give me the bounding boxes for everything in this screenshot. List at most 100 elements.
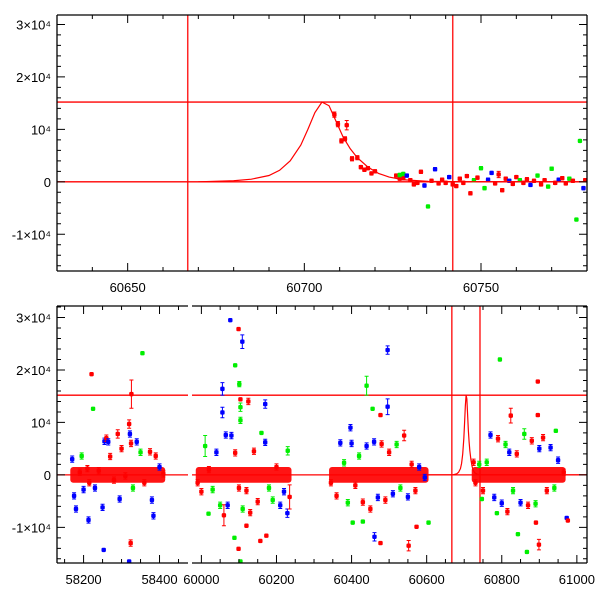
data-point-r [161,471,166,477]
axis-segment: 60000 60200 60400 60600 60800 61000 [183,305,595,587]
data-point-g [341,460,347,466]
x-tick-label: 58400 [141,572,177,587]
data-point-g [130,485,136,491]
x-tick-label: 60400 [333,572,369,587]
y-tick-label: 3×10⁴ [16,311,51,326]
data-point-g [232,535,237,541]
data-point-r [236,485,242,491]
data-point-b [447,174,452,180]
data-point-b [225,503,230,508]
axis-frame [56,14,588,272]
data-point-b [375,495,381,500]
data-point-r [251,449,257,454]
data-point-b [86,517,91,523]
data-point-g [497,357,503,362]
y-tick-label: 0 [44,468,51,483]
x-tick-label: 60700 [286,280,322,295]
data-point-r [401,433,407,438]
data-point-g [350,520,355,525]
axis-frame [56,305,188,564]
data-point-g [510,488,516,493]
data-point-b [92,485,98,491]
data-point-r [540,435,546,440]
data-point-b [157,464,162,470]
data-point-g [401,171,406,177]
data-point-g [140,351,145,356]
data-point-g [425,204,431,209]
data-point-r [349,156,355,161]
data-point-b [385,404,390,409]
x-tick-label: 60000 [183,572,219,587]
data-point-r [535,379,541,384]
x-tick-label: 60200 [258,572,294,587]
data-point-r [415,180,420,186]
data-point-b [263,440,268,445]
data-point-g [266,485,272,491]
data-point-g [535,173,540,178]
data-point-r [510,181,515,187]
data-point-b [220,410,225,415]
data-point-r [496,172,501,177]
data-point-b [405,494,411,500]
data-point-b [528,182,533,188]
data-point-r [339,138,344,144]
y-tick-label: 2×10⁴ [16,70,51,85]
data-point-r [544,488,550,493]
data-point-g [370,406,375,411]
axis-frame [192,305,588,564]
data-point-r [386,450,392,455]
data-point-r [495,436,501,441]
data-point-r [508,413,513,418]
data-point-r [236,546,241,552]
data-point-r [529,438,535,443]
data-point-g [79,453,84,459]
data-point-g [210,487,215,492]
data-point-b [281,489,287,494]
data-point-g [553,428,559,434]
data-point-b [81,487,86,492]
data-point-r [475,175,480,180]
data-point-r [128,441,134,446]
data-point-b [69,456,75,462]
data-point-r [464,173,470,179]
data-point-b [240,339,245,344]
axis-segment: 58200 58400 [56,305,188,587]
data-point-g [549,166,554,171]
data-point-r [274,464,279,470]
data-point-b [71,493,77,499]
data-point-r [129,391,134,397]
data-point-g [360,519,366,524]
data-point-r [368,506,373,512]
data-point-b [489,170,494,176]
x-tick-label: 60750 [463,280,499,295]
data-point-g [237,381,242,387]
data-point-r [126,421,132,427]
data-point-r [142,480,147,485]
panel-full: 58200 58400 60000 60200 60400 60600 60800 61000… [12,305,595,587]
data-point-r [471,460,476,465]
data-point-r [454,183,459,189]
data-point-r [153,453,158,459]
data-point-r [514,451,519,457]
data-point-r [244,523,249,528]
data-point-b [228,317,233,323]
data-point-g [426,520,431,525]
data-point-r [199,489,204,494]
data-point-g [345,500,351,505]
data-point-r [536,542,542,547]
data-point-b [151,513,156,518]
data-point-r [236,326,241,332]
data-point-r [524,176,530,182]
data-point-g [545,184,551,189]
data-point-r [128,540,133,546]
data-point-g [574,217,579,222]
data-point-b [126,559,132,563]
data-point-g [217,503,223,508]
data-point-b [422,475,427,480]
data-point-r [77,470,82,475]
plot-area [192,306,587,563]
data-point-r [533,520,539,525]
model-curve [426,395,587,476]
data-point-g [90,406,96,411]
